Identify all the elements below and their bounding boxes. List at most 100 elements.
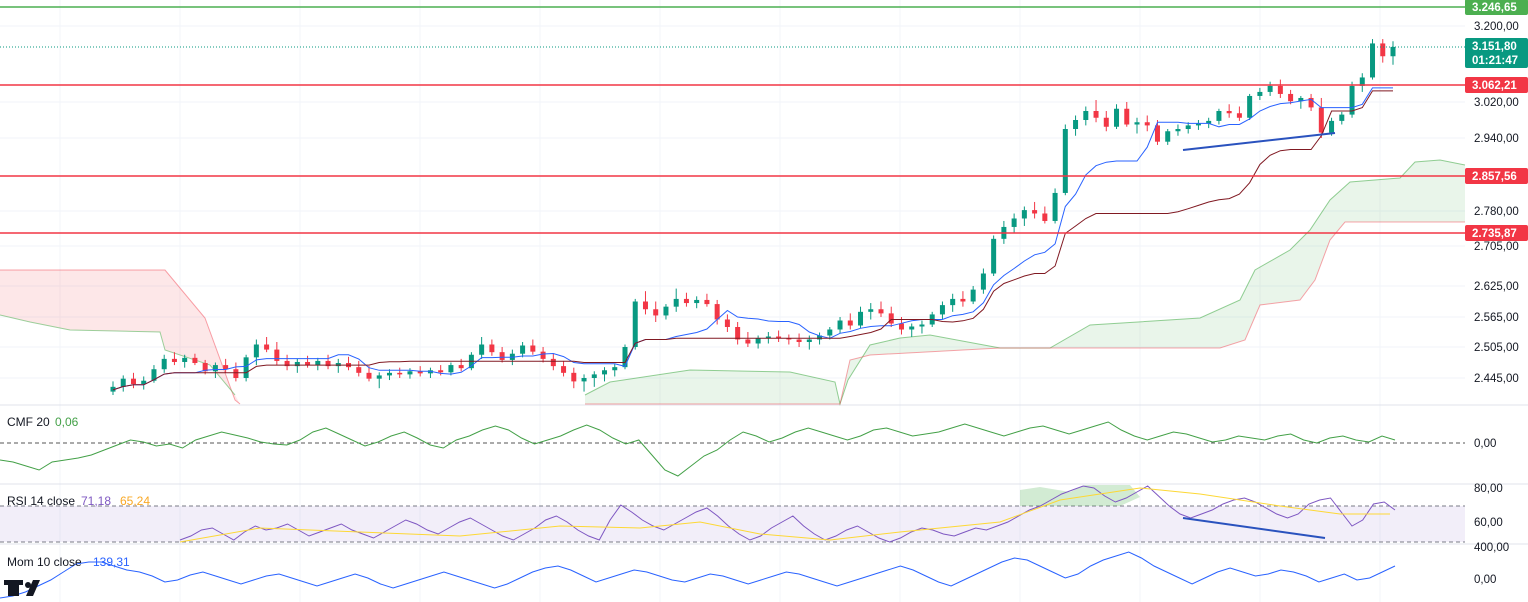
mom-tick-0: 0,00 — [1474, 574, 1496, 586]
cmf-line — [0, 421, 1396, 477]
candle-body — [612, 367, 618, 371]
indicator-panes — [0, 421, 1465, 599]
candle-body — [735, 327, 741, 340]
candle-body — [110, 386, 116, 392]
candles — [110, 39, 1396, 395]
candle-body — [1144, 122, 1150, 126]
candle-body — [1062, 129, 1068, 193]
candle-body — [1195, 123, 1201, 126]
tradingview-logo-icon[interactable] — [4, 580, 40, 596]
candle-body — [1165, 131, 1171, 142]
candle-body — [1073, 120, 1079, 129]
candle-body — [1257, 91, 1263, 96]
level-tag-label: 3.246,65 — [1472, 2, 1517, 14]
candle-body — [571, 372, 577, 382]
support-trend-line — [1182, 132, 1336, 151]
candle-body — [960, 298, 966, 302]
candle-body — [581, 378, 587, 382]
candle-body — [243, 357, 249, 378]
candle-body — [1329, 120, 1335, 133]
cloud-bear-area — [0, 270, 240, 404]
countdown-label: 01:21:47 — [1472, 55, 1518, 67]
candle-body — [120, 378, 126, 387]
candle-body — [858, 311, 864, 326]
candle-body — [161, 358, 167, 370]
candle-body — [417, 371, 423, 374]
cloud-bull-bottom — [585, 221, 1465, 405]
level-tag — [1465, 168, 1528, 184]
level-tag — [1465, 225, 1528, 241]
candle-body — [561, 366, 567, 373]
level-tag — [1465, 0, 1528, 15]
candle-body — [776, 336, 782, 339]
candle-body — [1308, 97, 1314, 108]
candle-body — [397, 372, 403, 375]
candle-body — [438, 370, 444, 373]
candle-body — [335, 363, 341, 367]
level-tag — [1465, 77, 1528, 93]
candle-body — [970, 289, 976, 302]
candle-body — [223, 365, 229, 370]
candle-body — [1021, 210, 1027, 219]
candle-body — [806, 339, 812, 342]
candle-body — [786, 338, 792, 340]
candle-body — [602, 370, 608, 375]
candle-body — [1052, 192, 1058, 221]
candle-body — [499, 352, 505, 360]
candle-body — [479, 344, 485, 355]
momentum-line — [0, 551, 1396, 599]
candle-body — [305, 361, 311, 366]
candle-body — [1288, 93, 1294, 102]
candle-body — [325, 360, 331, 367]
rsi-tick-80: 80,00 — [1474, 483, 1503, 495]
candle-body — [919, 324, 925, 327]
candle-body — [315, 360, 321, 366]
candle-body — [407, 371, 413, 375]
candle-body — [632, 301, 638, 347]
candle-body — [202, 363, 208, 372]
candle-body — [386, 372, 392, 376]
candle-body — [980, 273, 986, 290]
candle-body — [253, 344, 259, 358]
cloud-span-a — [0, 269, 241, 405]
candle-body — [663, 306, 669, 316]
candle-body — [1011, 218, 1017, 227]
candle-body — [1103, 117, 1109, 127]
tenkan-line — [112, 87, 1393, 391]
kijun-line — [112, 90, 1393, 391]
candle-body — [653, 309, 659, 316]
candle-body — [765, 336, 771, 339]
candle-body — [1185, 125, 1191, 129]
cmf-title: CMF 20 — [7, 415, 50, 429]
candle-body — [1339, 114, 1345, 121]
rsi-value: 71,18 — [81, 494, 111, 508]
candle-body — [171, 358, 177, 362]
candle-body — [724, 319, 730, 327]
price-tick-label: 3.020,00 — [1474, 97, 1519, 109]
candle-body — [233, 369, 239, 378]
candle-body — [1042, 213, 1048, 221]
cmf-value: 0,06 — [55, 415, 79, 429]
candle-body — [1175, 129, 1181, 132]
candle-body — [192, 357, 198, 364]
candle-body — [694, 299, 700, 304]
candle-body — [1277, 85, 1283, 94]
mom-tick-400: 400,00 — [1474, 542, 1509, 554]
candle-body — [376, 375, 382, 379]
candle-body — [683, 298, 689, 304]
candle-body — [458, 365, 464, 369]
candle-body — [950, 298, 956, 306]
level-tag-label: 2.735,87 — [1472, 228, 1517, 240]
candle-body — [448, 365, 454, 373]
candle-body — [550, 358, 556, 367]
candle-body — [151, 369, 157, 381]
candle-body — [1226, 111, 1232, 114]
candle-body — [1380, 43, 1386, 57]
rsi-trend-line — [1182, 517, 1326, 539]
candle-body — [878, 309, 884, 314]
candle-body — [847, 320, 853, 326]
candle-body — [888, 313, 894, 324]
candle-body — [622, 347, 628, 368]
price-tick-label: 3.200,00 — [1474, 21, 1519, 33]
